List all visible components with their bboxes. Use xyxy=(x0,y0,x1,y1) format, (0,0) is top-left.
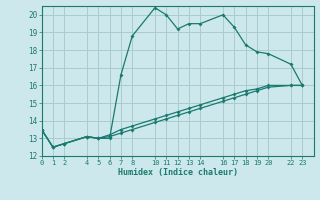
X-axis label: Humidex (Indice chaleur): Humidex (Indice chaleur) xyxy=(118,168,237,177)
